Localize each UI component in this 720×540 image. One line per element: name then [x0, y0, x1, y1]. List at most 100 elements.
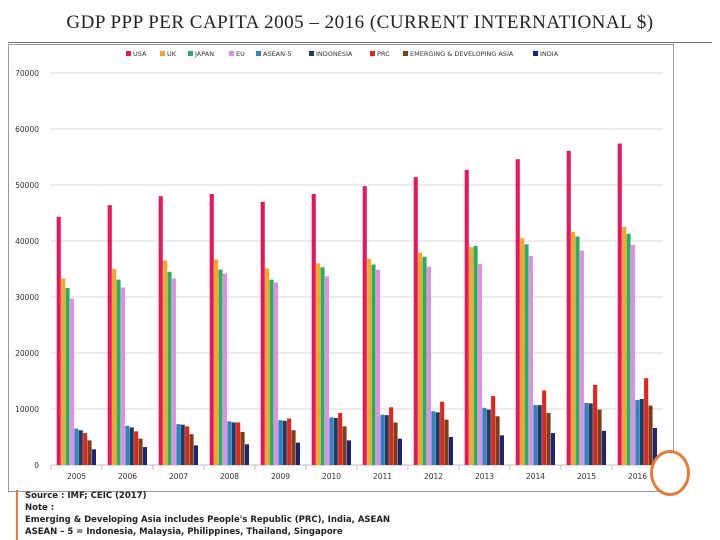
bar-usa-2014 — [515, 159, 520, 465]
bar-prc-2009 — [287, 418, 292, 465]
bar-eu-2013 — [477, 263, 482, 465]
bar-emerging-developing-asia-2014 — [546, 412, 551, 465]
bar-indonesia-2005 — [78, 430, 83, 465]
bar-uk-2013 — [469, 247, 474, 465]
source-note: Source : IMF; CEIC (2017) — [25, 491, 147, 501]
bar-uk-2005 — [61, 278, 66, 465]
bar-india-2009 — [295, 442, 300, 465]
bar-eu-2012 — [426, 266, 431, 465]
x-tick-label: 2008 — [220, 472, 239, 481]
bar-emerging-developing-asia-2005 — [87, 440, 92, 465]
bar-indonesia-2006 — [129, 427, 134, 465]
bar-eu-2005 — [69, 298, 74, 465]
bar-usa-2016 — [617, 143, 622, 465]
y-tick-label: 40000 — [15, 237, 39, 246]
legend-label: ASEAN-5 — [263, 50, 291, 58]
bar-emerging-developing-asia-2006 — [138, 438, 143, 465]
y-tick-label: 70000 — [15, 69, 39, 78]
bar-uk-2009 — [265, 268, 270, 465]
slide-title: GDP PPP PER CAPITA 2005 – 2016 (CURRENT … — [66, 12, 654, 33]
bar-prc-2006 — [134, 431, 139, 465]
y-tick-label: 60000 — [15, 125, 39, 134]
bar-prc-2007 — [185, 426, 190, 465]
bar-prc-2014 — [542, 390, 547, 465]
bar-asean-5-2010 — [329, 417, 334, 465]
bar-asean-5-2011 — [380, 414, 385, 465]
bar-indonesia-2009 — [282, 420, 287, 465]
note-line-1: Emerging & Developing Asia includes Peop… — [25, 515, 391, 525]
bar-prc-2011 — [389, 407, 394, 465]
bar-asean-5-2008 — [227, 421, 232, 465]
decorative-rule — [16, 490, 18, 540]
bar-indonesia-2010 — [333, 417, 338, 465]
bar-emerging-developing-asia-2016 — [648, 405, 653, 465]
legend-label: INDIA — [540, 50, 559, 58]
bar-japan-2009 — [269, 279, 274, 465]
bar-indonesia-2015 — [588, 403, 593, 465]
bar-uk-2016 — [622, 227, 627, 465]
bar-japan-2010 — [320, 267, 325, 465]
bar-eu-2010 — [324, 276, 329, 465]
bar-uk-2012 — [418, 252, 423, 465]
x-tick-label: 2009 — [271, 472, 290, 481]
bar-eu-2016 — [630, 244, 635, 465]
legend-label: EMERGING & DEVELOPING ASIA — [410, 50, 514, 58]
legend-swatch — [309, 51, 314, 56]
bar-asean-5-2009 — [278, 420, 283, 465]
bar-prc-2013 — [491, 396, 496, 465]
bar-japan-2015 — [575, 236, 580, 465]
bar-indonesia-2007 — [180, 424, 185, 465]
x-tick-label: 2012 — [424, 472, 443, 481]
chart-svg: 0 10000 20000 30000 40000 50000 60000 70000 USA U… — [15, 50, 664, 481]
bar-uk-2006 — [112, 269, 117, 465]
bar-japan-2014 — [524, 244, 529, 465]
bar-eu-2009 — [273, 282, 278, 465]
bar-prc-2016 — [644, 378, 649, 465]
bar-india-2008 — [244, 444, 249, 465]
y-tick-label: 50000 — [15, 181, 39, 190]
bar-chart: 0 10000 20000 30000 40000 50000 60000 70000 USA U… — [8, 44, 674, 492]
legend-label: EU — [236, 50, 245, 58]
bar-uk-2011 — [367, 258, 372, 465]
bar-asean-5-2006 — [125, 425, 130, 465]
bar-usa-2009 — [260, 201, 265, 466]
bar-uk-2010 — [316, 263, 321, 465]
bar-uk-2007 — [163, 260, 168, 465]
legend-swatch — [256, 51, 261, 56]
bar-india-2007 — [193, 445, 198, 465]
x-tick-label: 2011 — [373, 472, 392, 481]
bar-japan-2008 — [218, 269, 223, 465]
bar-japan-2012 — [422, 256, 427, 465]
bar-eu-2006 — [120, 287, 125, 465]
bar-usa-2013 — [464, 169, 469, 465]
y-tick-label: 20000 — [15, 349, 39, 358]
bar-india-2010 — [346, 440, 351, 465]
bar-india-2016 — [652, 428, 657, 465]
bar-japan-2005 — [65, 288, 70, 465]
bar-asean-5-2013 — [482, 407, 487, 465]
bar-uk-2014 — [520, 238, 525, 465]
legend-label: PRC — [377, 50, 390, 58]
legend-swatch — [229, 51, 234, 56]
x-tick-label: 2006 — [118, 472, 137, 481]
bar-japan-2007 — [167, 271, 172, 465]
bar-emerging-developing-asia-2008 — [240, 431, 245, 465]
bar-usa-2010 — [311, 193, 316, 465]
bar-emerging-developing-asia-2010 — [342, 426, 347, 465]
legend-label: UK — [167, 50, 177, 58]
bar-uk-2015 — [571, 232, 576, 465]
bar-emerging-developing-asia-2011 — [393, 422, 398, 465]
y-tick-label: 30000 — [15, 293, 39, 302]
bar-emerging-developing-asia-2009 — [291, 430, 296, 465]
bar-asean-5-2007 — [176, 424, 181, 465]
legend-swatch — [160, 51, 165, 56]
x-tick-label: 2013 — [475, 472, 494, 481]
bar-india-2006 — [142, 447, 147, 465]
bar-usa-2006 — [107, 205, 112, 465]
bar-prc-2012 — [440, 401, 445, 465]
legend-swatch — [403, 51, 408, 56]
bar-japan-2011 — [371, 264, 376, 465]
x-tick-label: 2016 — [628, 472, 647, 481]
bar-emerging-developing-asia-2012 — [444, 419, 449, 465]
chart-notes: Source : IMF; CEIC (2017) Note : Emergin… — [25, 490, 390, 538]
